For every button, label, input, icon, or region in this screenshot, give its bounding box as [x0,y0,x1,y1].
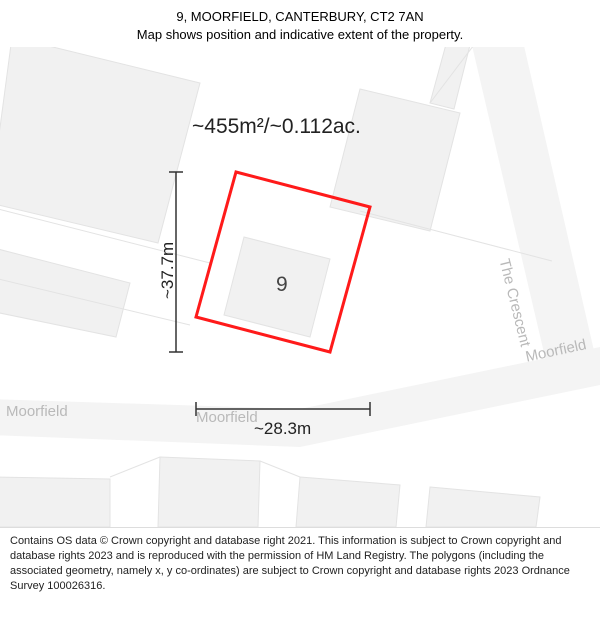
map-footer-copyright: Contains OS data © Crown copyright and d… [0,527,600,603]
street-label-moorfield-left: Moorfield [6,403,68,420]
map-subtitle: Map shows position and indicative extent… [10,26,590,44]
dimension-height-label: ~37.7m [158,242,178,299]
plot-number-label: 9 [276,273,288,297]
map-title: 9, MOORFIELD, CANTERBURY, CT2 7AN [10,8,590,26]
map-canvas: ~455m²/~0.112ac. 9 ~37.7m ~28.3m Moorfie… [0,47,600,527]
map-header: 9, MOORFIELD, CANTERBURY, CT2 7AN Map sh… [0,0,600,47]
area-label: ~455m²/~0.112ac. [192,115,361,139]
dimension-width-label: ~28.3m [254,419,311,439]
street-label-moorfield-center: Moorfield [196,409,258,426]
